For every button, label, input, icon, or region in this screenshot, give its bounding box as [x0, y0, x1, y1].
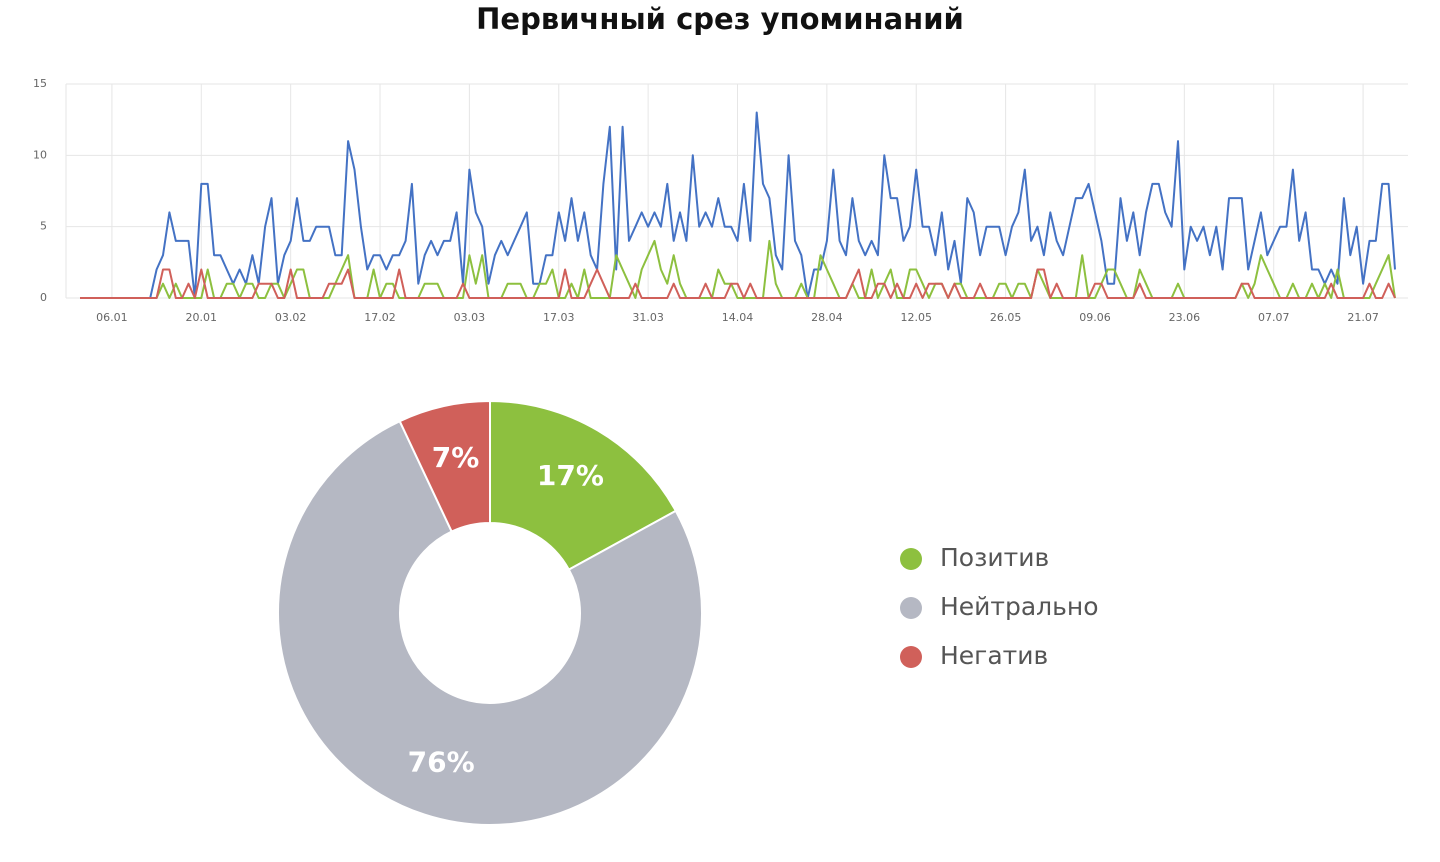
slice-label: 17% — [537, 459, 604, 492]
legend-label: Негатив — [940, 641, 1048, 670]
page-title: Первичный срез упоминаний — [476, 2, 964, 36]
y-tick-label: 5 — [40, 220, 47, 233]
x-tick-label: 17.03 — [543, 311, 575, 324]
x-tick-label: 23.06 — [1169, 311, 1201, 324]
donut-slice — [277, 419, 703, 826]
y-tick-label: 15 — [33, 77, 47, 90]
x-tick-label: 17.02 — [364, 311, 396, 324]
x-tick-label: 20.01 — [186, 311, 218, 324]
line-series — [80, 111, 1396, 299]
legend-label: Нейтрально — [940, 592, 1099, 621]
x-tick-label: 12.05 — [900, 311, 932, 324]
line-series — [80, 239, 1396, 299]
x-tick-label: 07.07 — [1258, 311, 1290, 324]
legend-swatch — [900, 646, 922, 668]
x-tick-label: 26.05 — [990, 311, 1022, 324]
x-tick-label: 14.04 — [722, 311, 754, 324]
donut-slice — [489, 399, 678, 571]
x-tick-label: 28.04 — [811, 311, 843, 324]
x-tick-label: 03.03 — [454, 311, 486, 324]
legend-label: Позитив — [940, 543, 1049, 572]
x-tick-label: 21.07 — [1347, 311, 1379, 324]
x-tick-label: 03.02 — [275, 311, 307, 324]
x-tick-label: 31.03 — [632, 311, 664, 324]
line-series — [80, 268, 1396, 299]
legend-swatch — [900, 597, 922, 619]
y-tick-label: 0 — [40, 291, 47, 304]
y-tick-label: 10 — [33, 148, 47, 161]
slice-label: 7% — [432, 441, 480, 474]
legend-swatch — [900, 548, 922, 570]
donut-slice — [398, 399, 491, 533]
slice-label: 76% — [408, 745, 475, 778]
x-tick-label: 09.06 — [1079, 311, 1111, 324]
x-tick-label: 06.01 — [96, 311, 128, 324]
